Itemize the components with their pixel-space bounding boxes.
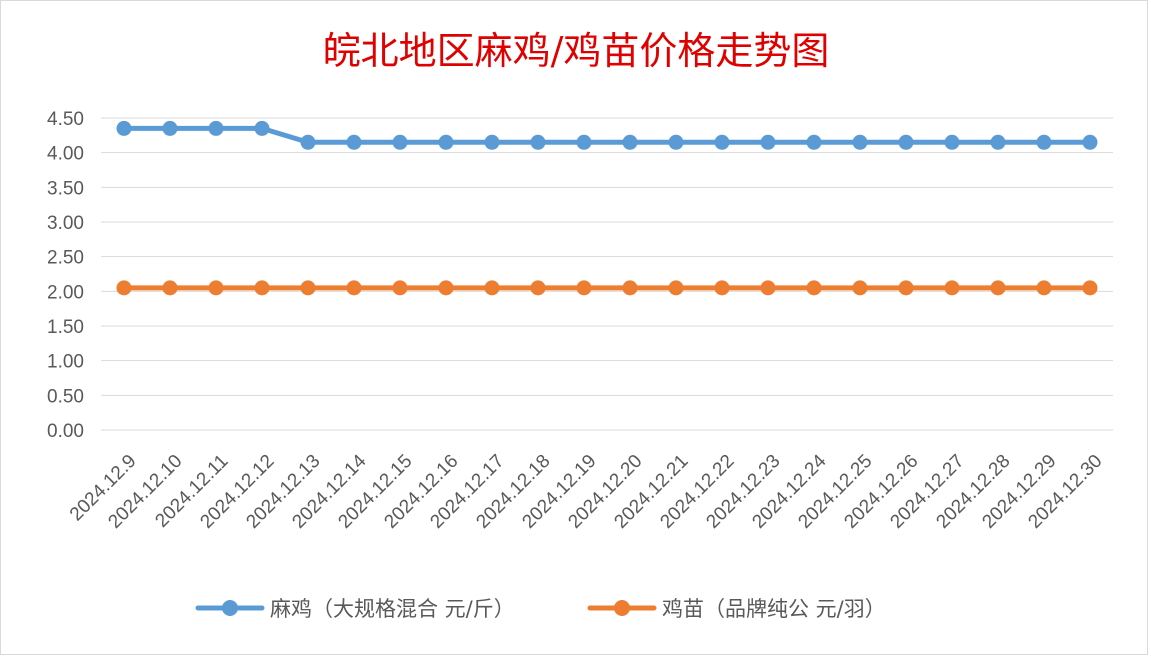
data-point xyxy=(1036,134,1052,150)
y-tick-label: 2.50 xyxy=(47,248,84,269)
legend: 麻鸡（大规格混合 元/斤） 鸡苗（品牌纯公 元/羽） xyxy=(195,597,886,621)
legend-marker xyxy=(614,600,630,616)
data-point xyxy=(300,280,316,296)
data-point xyxy=(1036,280,1052,296)
y-tick-label: 3.50 xyxy=(47,178,84,199)
data-point xyxy=(714,280,730,296)
data-point xyxy=(990,134,1006,150)
data-point xyxy=(208,120,224,136)
data-point xyxy=(530,280,546,296)
data-point xyxy=(944,134,960,150)
data-point xyxy=(714,134,730,150)
y-tick-label: 1.00 xyxy=(47,352,84,373)
data-point xyxy=(990,280,1006,296)
data-point xyxy=(116,120,132,136)
y-tick-label: 4.00 xyxy=(47,144,84,165)
data-point xyxy=(208,280,224,296)
data-point xyxy=(944,280,960,296)
data-point xyxy=(484,280,500,296)
data-point xyxy=(576,134,592,150)
y-tick-label: 3.00 xyxy=(47,213,84,234)
data-point xyxy=(852,134,868,150)
data-point xyxy=(852,280,868,296)
data-point xyxy=(484,134,500,150)
series-lines xyxy=(116,120,1098,296)
data-point xyxy=(760,134,776,150)
series-2 xyxy=(116,280,1098,296)
data-point xyxy=(806,134,822,150)
data-point xyxy=(254,120,270,136)
data-point xyxy=(300,134,316,150)
y-tick-label: 0.00 xyxy=(47,421,84,442)
legend-marker xyxy=(222,600,238,616)
data-point xyxy=(1082,280,1098,296)
data-point xyxy=(162,120,178,136)
data-point xyxy=(898,280,914,296)
data-point xyxy=(162,280,178,296)
data-point xyxy=(392,280,408,296)
data-point xyxy=(1082,134,1098,150)
data-point xyxy=(116,280,132,296)
y-tick-label: 0.50 xyxy=(47,386,84,407)
y-tick-label: 1.50 xyxy=(47,317,84,338)
legend-label: 鸡苗（品牌纯公 元/羽） xyxy=(662,597,886,621)
data-point xyxy=(438,134,454,150)
data-point xyxy=(346,134,362,150)
data-point xyxy=(392,134,408,150)
data-point xyxy=(576,280,592,296)
data-point xyxy=(622,280,638,296)
data-point xyxy=(898,134,914,150)
data-point xyxy=(622,134,638,150)
gridlines xyxy=(101,117,1113,431)
y-axis-ticks: 0.00 0.50 1.00 1.50 2.00 2.50 3.00 3.50 4.00 4.50 xyxy=(47,109,84,442)
chart-title: 皖北地区麻鸡/鸡苗价格走势图 xyxy=(323,29,830,73)
data-point xyxy=(806,280,822,296)
series-1 xyxy=(116,120,1098,150)
data-point xyxy=(668,134,684,150)
data-point xyxy=(254,280,270,296)
data-point xyxy=(760,280,776,296)
legend-label: 麻鸡（大规格混合 元/斤） xyxy=(270,597,515,621)
y-tick-label: 4.50 xyxy=(47,109,84,130)
data-point xyxy=(530,134,546,150)
data-point xyxy=(346,280,362,296)
data-point xyxy=(438,280,454,296)
y-tick-label: 2.00 xyxy=(47,282,84,303)
data-point xyxy=(668,280,684,296)
series-line xyxy=(121,125,1093,145)
